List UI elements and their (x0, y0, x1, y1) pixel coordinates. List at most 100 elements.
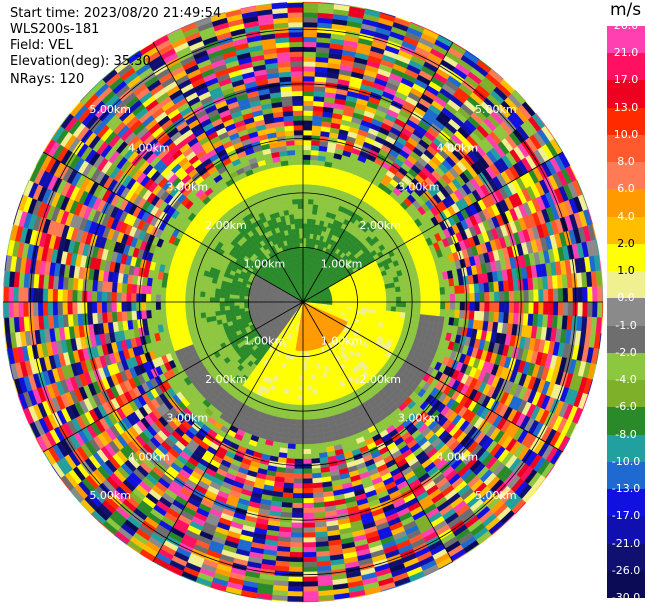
velocity-gate (454, 293, 461, 303)
velocity-gate (302, 375, 308, 381)
velocity-gate (381, 301, 387, 307)
velocity-gate (302, 169, 311, 175)
velocity-gate (302, 448, 312, 455)
velocity-gate (291, 522, 304, 528)
velocity-gate (507, 312, 514, 325)
velocity-gate (302, 380, 308, 386)
velocity-gate (483, 282, 490, 293)
velocity-gate (454, 309, 461, 319)
velocity-gate (587, 301, 593, 318)
velocity-gate (440, 294, 446, 303)
velocity-gate (538, 301, 544, 315)
velocity-gate (592, 286, 598, 303)
velocity-gate (302, 213, 308, 219)
velocity-gate (302, 419, 310, 425)
velocity-gate (302, 390, 309, 396)
velocity-gate (288, 576, 304, 582)
velocity-gate (562, 301, 569, 317)
velocity-gate (404, 312, 411, 320)
velocity-gate (293, 483, 304, 489)
velocity-gate (394, 286, 401, 293)
velocity-gate (296, 424, 304, 430)
velocity-gate (415, 301, 421, 309)
velocity-gate (503, 291, 510, 303)
velocity-gate (294, 448, 304, 455)
velocity-gate (309, 419, 316, 425)
velocity-gate (287, 438, 296, 445)
velocity-gate (351, 299, 358, 303)
velocity-gate (280, 511, 293, 518)
velocity-gate (395, 296, 402, 303)
velocity-gate (503, 301, 510, 313)
velocity-gate (302, 115, 313, 121)
velocity-gate (302, 159, 311, 165)
velocity-gate (395, 291, 402, 298)
velocity-gate (302, 125, 313, 131)
velocity-gate (503, 280, 510, 292)
velocity-gate (440, 301, 446, 310)
velocity-gate (297, 404, 304, 411)
velocity-gate (302, 154, 311, 160)
velocity-gate (302, 581, 319, 587)
velocity-gate (283, 477, 294, 484)
velocity-gate (582, 301, 588, 318)
velocity-gate (299, 365, 304, 371)
velocity-gate (302, 537, 316, 543)
velocity-gate (287, 595, 304, 602)
velocity-gate (454, 301, 461, 311)
velocity-gate (302, 120, 313, 126)
velocity-gate (523, 290, 529, 303)
velocity-gate (302, 31, 318, 38)
velocity-gate (306, 375, 312, 381)
velocity-gate (313, 398, 320, 405)
velocity-gate (306, 370, 311, 376)
velocity-gate (498, 301, 505, 313)
velocity-gate (288, 566, 304, 573)
velocity-gate (302, 134, 312, 141)
velocity-gate (302, 414, 310, 420)
velocity-gate (302, 179, 310, 185)
velocity-gate (300, 350, 304, 357)
velocity-gate (294, 379, 300, 386)
velocity-gate (376, 305, 382, 311)
velocity-gate (288, 389, 294, 395)
velocity-gate (567, 301, 574, 317)
velocity-gate (512, 279, 519, 292)
velocity-gate (449, 293, 456, 303)
velocity-gate (307, 203, 314, 210)
velocity-gate (498, 291, 505, 303)
velocity-gate (302, 218, 308, 224)
velocity-gate (420, 308, 426, 315)
velocity-gate (302, 424, 310, 430)
velocity-gate (311, 135, 321, 142)
velocity-gate (302, 483, 313, 489)
velocity-gate (430, 301, 436, 310)
velocity-gate (313, 506, 326, 513)
velocity-gate (294, 453, 304, 460)
velocity-gate (302, 46, 317, 53)
velocity-gate (307, 213, 313, 220)
velocity-gate (313, 511, 326, 518)
velocity-gate (562, 287, 569, 303)
velocity-gate (459, 284, 465, 294)
velocity-gate (285, 458, 295, 464)
velocity-gate (577, 287, 583, 303)
velocity-gate (302, 561, 318, 568)
velocity-gate (395, 301, 402, 308)
velocity-gate (292, 502, 304, 509)
velocity-gate (311, 140, 321, 146)
velocity-gate (459, 301, 466, 311)
velocity-gate (302, 493, 314, 499)
velocity-gate (315, 179, 323, 186)
velocity-gate (386, 301, 392, 307)
velocity-gate (533, 301, 539, 315)
velocity-gate (468, 283, 475, 294)
velocity-gate (313, 502, 325, 509)
velocity-gate (314, 184, 322, 191)
velocity-gate (302, 385, 308, 391)
velocity-gate (302, 7, 319, 13)
velocity-gate (295, 434, 304, 440)
velocity-gate (306, 379, 312, 386)
velocity-gate (302, 247, 306, 254)
velocity-gate (313, 497, 325, 504)
